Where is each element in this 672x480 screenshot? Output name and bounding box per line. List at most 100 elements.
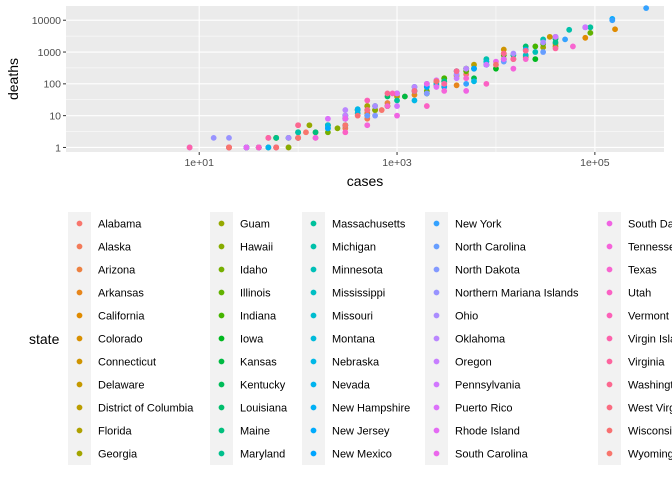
- legend-key-point: [218, 312, 225, 319]
- data-point: [303, 129, 309, 136]
- legend-label: Washington: [628, 380, 672, 392]
- legend-label: Oregon: [455, 357, 492, 369]
- data-point: [423, 103, 430, 109]
- data-point: [354, 112, 361, 119]
- legend-key-point: [606, 289, 613, 296]
- legend-key-point: [310, 427, 317, 434]
- data-point: [334, 125, 341, 132]
- data-point: [540, 49, 547, 55]
- legend-label: Puerto Rico: [455, 403, 512, 415]
- legend-key-point: [606, 381, 613, 388]
- legend-key-point: [606, 243, 613, 250]
- data-point: [372, 103, 378, 109]
- legend-key-point: [310, 312, 317, 319]
- data-point: [471, 78, 477, 85]
- legend-label: California: [98, 311, 145, 323]
- legend-key-point: [606, 450, 613, 457]
- data-point: [532, 56, 539, 62]
- legend-label: Guam: [240, 219, 270, 231]
- legend-label: Arkansas: [98, 288, 144, 300]
- legend-key-point: [310, 289, 317, 296]
- legend-label: North Carolina: [455, 242, 527, 254]
- data-point: [522, 56, 529, 62]
- legend-key-point: [433, 335, 440, 342]
- data-point: [510, 65, 517, 72]
- data-point: [384, 103, 391, 109]
- data-point: [265, 134, 272, 141]
- legend-key-point: [76, 427, 83, 434]
- legend-key-point: [218, 404, 225, 411]
- data-point: [243, 144, 250, 151]
- data-point: [587, 29, 594, 36]
- data-point: [394, 112, 400, 119]
- data-point: [186, 144, 193, 151]
- legend-key-point: [310, 243, 317, 250]
- legend-key-point: [310, 266, 317, 273]
- data-point: [471, 61, 477, 68]
- legend-label: South Carolina: [455, 449, 529, 461]
- data-point: [210, 134, 217, 141]
- legend-key-point: [76, 220, 83, 227]
- legend-key-point: [218, 358, 225, 365]
- legend-key-point: [433, 358, 440, 365]
- legend-label: Northern Mariana Islands: [455, 288, 579, 300]
- y-tick-label: 100: [43, 79, 61, 91]
- legend-label: Hawaii: [240, 242, 273, 254]
- x-axis-title: cases: [347, 173, 384, 189]
- data-point: [312, 129, 319, 136]
- legend-label: Missouri: [332, 311, 373, 323]
- data-point: [433, 78, 440, 85]
- axes: 1e+01 1e+03 1e+05 1 10 100 1000 10000: [32, 15, 610, 169]
- data-point: [483, 61, 490, 68]
- legend-key-point: [606, 427, 613, 434]
- legend-key-point: [433, 404, 440, 411]
- legend-key-point: [310, 381, 317, 388]
- legend-label: Indiana: [240, 311, 277, 323]
- y-tick-label: 1000: [38, 47, 62, 59]
- legend-key-point: [218, 335, 225, 342]
- data-point: [265, 144, 272, 151]
- legend-key-point: [606, 358, 613, 365]
- data-point: [384, 90, 391, 97]
- data-point: [354, 107, 361, 113]
- legend-key-point: [310, 358, 317, 365]
- data-point: [453, 68, 460, 75]
- data-point: [364, 107, 371, 113]
- data-point: [226, 134, 232, 141]
- legend-label: Tennessee: [628, 242, 672, 254]
- data-point: [552, 45, 559, 52]
- legend-key-point: [76, 404, 83, 411]
- legend-label: Michigan: [332, 242, 376, 254]
- data-point: [342, 122, 349, 129]
- data-point: [342, 115, 349, 122]
- legend-key-point: [606, 220, 613, 227]
- data-point: [411, 97, 418, 104]
- data-point: [394, 97, 400, 104]
- data-point: [609, 17, 616, 24]
- legend-key-point: [76, 381, 83, 388]
- data-point: [510, 56, 517, 62]
- data-point: [463, 65, 470, 72]
- legend-label: West Virginia: [628, 403, 672, 415]
- data-point: [453, 75, 460, 82]
- legend-label: Pennsylvania: [455, 380, 521, 392]
- x-tick-label: 1e+05: [580, 157, 610, 169]
- data-point: [342, 107, 349, 113]
- legend-key-point: [310, 450, 317, 457]
- data-point: [312, 134, 319, 141]
- legend-key-point: [218, 243, 225, 250]
- data-point: [500, 46, 507, 53]
- data-point: [389, 90, 396, 97]
- legend-label: Vermont: [628, 311, 669, 323]
- data-point: [325, 125, 331, 132]
- legend-key-point: [76, 289, 83, 296]
- data-point: [587, 24, 594, 31]
- legend-label: New Hampshire: [332, 403, 410, 415]
- data-point: [510, 50, 517, 57]
- data-point: [325, 115, 331, 122]
- data-point: [522, 52, 529, 59]
- data-point: [378, 107, 385, 113]
- data-point: [255, 144, 262, 151]
- data-point: [285, 134, 292, 141]
- data-point: [493, 61, 499, 68]
